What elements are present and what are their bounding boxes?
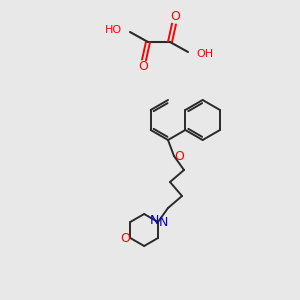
Text: OH: OH bbox=[196, 49, 213, 59]
Text: O: O bbox=[120, 232, 130, 244]
Text: N: N bbox=[158, 215, 168, 229]
Text: O: O bbox=[138, 61, 148, 74]
Text: HO: HO bbox=[105, 25, 122, 35]
Text: O: O bbox=[174, 149, 184, 163]
Text: O: O bbox=[170, 11, 180, 23]
Text: N: N bbox=[149, 214, 159, 227]
